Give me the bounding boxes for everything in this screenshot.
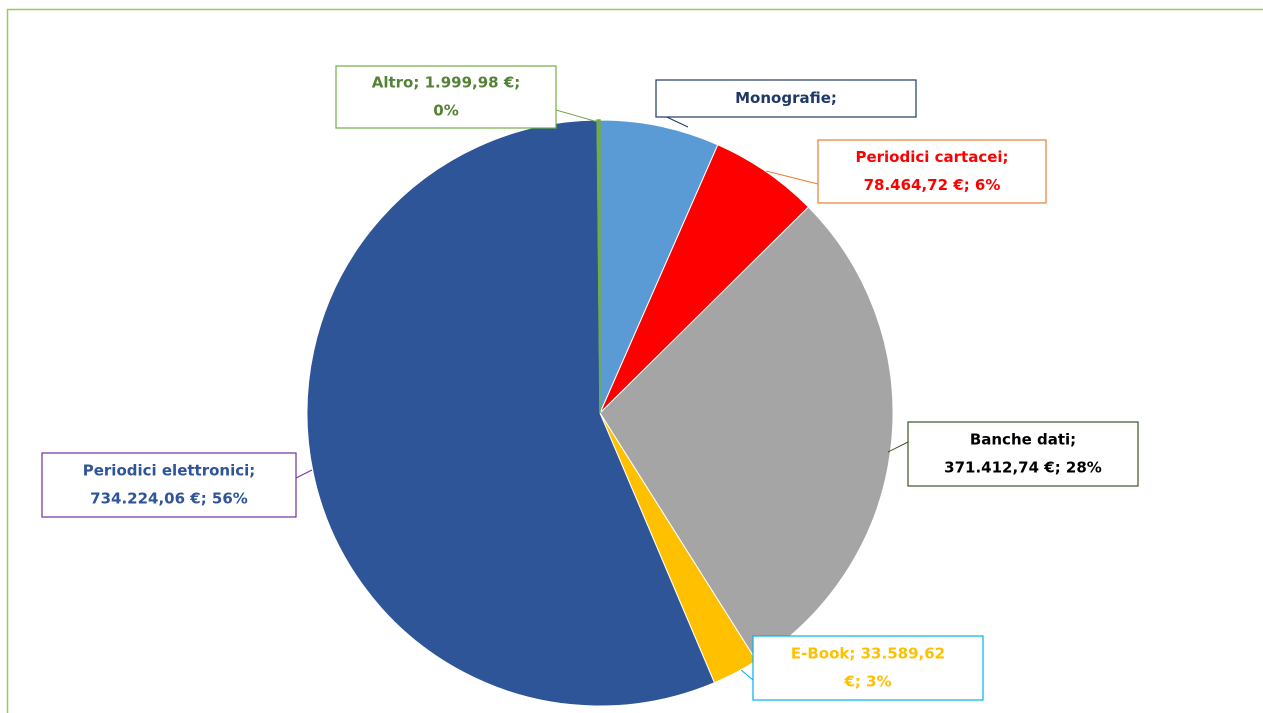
leader-line [295,469,313,479]
data-label: E-Book; 33.589,62 [791,645,945,663]
data-label: Periodici elettronici; [83,462,256,480]
label-box [907,421,1139,487]
data-label: Monografie; [735,89,837,107]
label-box [752,635,984,701]
pie-slice [306,119,716,707]
data-label: 0% [433,102,458,120]
data-label: Altro; 1.999,98 €; [372,74,521,92]
leader-line [740,669,754,681]
leader-line [765,170,819,185]
leader-line [555,109,599,123]
data-label: 78.464,72 €; 6% [864,176,1001,194]
data-label: Periodici cartacei; [855,148,1008,166]
data-label: 371.412,74 €; 28% [944,459,1102,477]
label-box [655,79,917,118]
pie-slice [599,119,719,414]
pie-slice [596,119,601,414]
label-box [41,452,297,518]
data-label: 734.224,06 €; 56% [90,490,248,508]
label-box [817,139,1047,204]
leader-line [887,441,909,453]
label-box [335,65,557,129]
data-label: €; 3% [843,673,891,691]
frame [6,8,1263,713]
data-label: Banche dati; [970,431,1076,449]
pie-slice [599,206,894,662]
